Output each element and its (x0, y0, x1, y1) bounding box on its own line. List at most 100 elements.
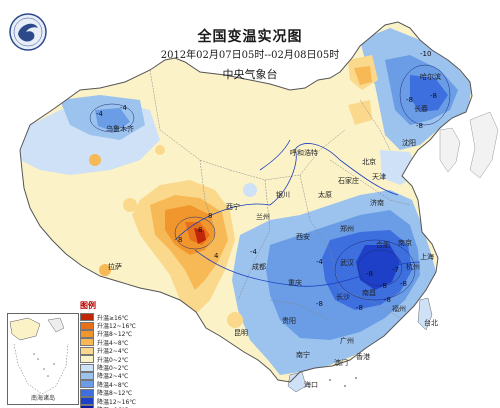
city-label-guiyang: 贵阳 (282, 317, 296, 325)
city-label-haikou: 海口 (304, 381, 318, 389)
legend-item: 升温8~12℃ (80, 329, 170, 339)
contour-value: -4 (120, 104, 127, 112)
contour-value: -8 (366, 270, 373, 278)
legend-swatch (80, 329, 94, 338)
contour-value: -8 (356, 304, 363, 312)
contour-value: -4 (316, 258, 323, 266)
map-title: 全国变温实况图 (197, 29, 303, 45)
legend-label: 降温12~16℃ (97, 398, 137, 406)
contour-value: -8 (416, 122, 423, 130)
contour-value: 8 (208, 212, 213, 220)
legend-swatch (80, 363, 94, 372)
legend-swatch (80, 397, 94, 406)
legend-swatch (80, 338, 94, 347)
legend-swatch (80, 321, 94, 330)
contour-value: 8 (178, 236, 183, 244)
contour-value: -8 (380, 282, 387, 290)
city-label-taibei: 台北 (424, 319, 438, 327)
map-period: 2012年02月07日05时--02月08日05时 (160, 50, 340, 61)
city-label-nanning: 南宁 (296, 351, 310, 359)
legend-swatch (80, 346, 94, 355)
legend-swatch (80, 371, 94, 380)
legend-item: 降温0~2℃ (80, 363, 170, 373)
legend-label: 降温4~8℃ (97, 381, 129, 389)
legend-item: 升温4~8℃ (80, 338, 170, 347)
city-label-wuhan: 武汉 (340, 259, 354, 267)
city-label-lasa: 拉萨 (108, 263, 122, 271)
inset-caption: 南海诸岛 (30, 395, 55, 402)
cma-logo (9, 13, 47, 51)
inset-map (9, 317, 69, 395)
city-label-aomen: 澳门 (334, 359, 348, 367)
city-label-chongqing: 重庆 (288, 279, 302, 287)
city-label-wulumuqi: 乌鲁木齐 (106, 125, 134, 133)
legend-label: 降温8~12℃ (97, 390, 133, 398)
contour-value: -4 (250, 248, 257, 256)
legend-label: 升温12~16℃ (97, 323, 137, 331)
city-label-shanghai: 上海 (420, 253, 434, 261)
map-agency: 中央气象台 (222, 68, 278, 81)
city-label-chengdu: 成都 (252, 263, 266, 271)
city-label-xining: 西宁 (226, 203, 240, 211)
neighbor-land (287, 111, 499, 393)
contour-value: -8 (406, 96, 413, 104)
contour-value: -7 (392, 266, 399, 274)
contour-value: 4 (214, 252, 219, 260)
contour-value: -10 (420, 50, 432, 58)
city-label-harbin: 哈尔滨 (420, 73, 441, 81)
legend-item: 升温0~2℃ (80, 355, 170, 364)
legend-label: 升温4~8℃ (97, 339, 129, 347)
city-label-changchun: 长春 (414, 105, 428, 113)
legend-swatch (80, 405, 94, 408)
city-label-nanchang: 南昌 (362, 289, 376, 297)
contour-value: -8 (384, 296, 391, 304)
city-label-jinan: 济南 (370, 199, 384, 207)
contour-value: -8 (430, 92, 437, 100)
legend-label: 降温0~2℃ (97, 365, 129, 373)
legend-label: 升温2~4℃ (97, 348, 129, 356)
legend-item: 升温≥16℃ (80, 313, 170, 322)
legend-title: 图例 (80, 301, 96, 310)
city-label-xian: 西安 (296, 233, 310, 241)
city-label-hangzhou: 杭州 (406, 263, 420, 271)
legend-item: 降温8~12℃ (80, 388, 170, 398)
city-label-yinchuan: 银川 (276, 191, 290, 199)
legend-item: 升温2~4℃ (80, 346, 170, 356)
rivers (174, 139, 421, 287)
legend-label: 升温0~2℃ (97, 356, 129, 364)
city-label-beijing: 北京 (362, 158, 376, 166)
city-label-xianggang: 香港 (356, 353, 370, 361)
legend-swatch (80, 313, 94, 322)
map-legend: 图例 升温≥16℃ 升温12~16℃ 升温8~12℃ 升温4~8℃ 升温2~4℃ 升温0~… (80, 300, 170, 408)
legend-item: 降温12~16℃ (80, 397, 170, 406)
sea-islands (329, 377, 357, 387)
legend-label: 升温≥16℃ (97, 314, 129, 322)
contour-value: -8 (316, 300, 323, 308)
legend-item: 降温2~4℃ (80, 371, 170, 381)
national-border (19, 21, 473, 383)
legend-label: 降温2~4℃ (97, 373, 129, 381)
city-label-shenyang: 沈阳 (402, 139, 416, 147)
contour-value: -4 (96, 110, 103, 118)
city-label-shijiazhuang: 石家庄 (338, 177, 359, 185)
city-label-nanjing: 南京 (398, 239, 412, 247)
contour-lines (89, 64, 451, 301)
legend-swatch (80, 388, 94, 397)
city-label-changsha: 长沙 (336, 293, 350, 301)
contour-value: -8 (400, 280, 407, 288)
legend-swatch (80, 380, 94, 389)
city-label-hefei: 合肥 (376, 241, 390, 249)
legend-item: 降温4~8℃ (80, 380, 170, 389)
legend-swatch (80, 355, 94, 364)
city-label-kunming: 昆明 (234, 329, 248, 337)
legend-label: 升温8~12℃ (97, 331, 133, 339)
city-label-taiyuan: 太原 (318, 191, 332, 199)
city-label-fuzhou: 福州 (392, 305, 406, 313)
city-label-tianjin: 天津 (372, 173, 386, 181)
city-label-lanzhou: 兰州 (256, 213, 270, 221)
city-label-zhengzhou: 郑州 (340, 225, 354, 233)
legend-item: 升温12~16℃ (80, 321, 170, 331)
